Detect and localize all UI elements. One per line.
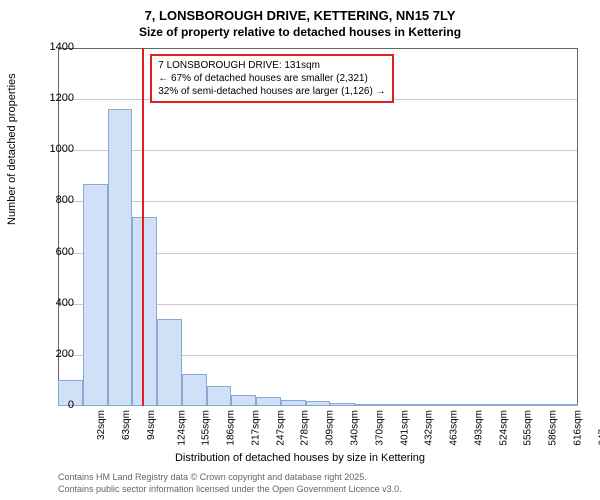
callout-line-1: 7 LONSBOROUGH DRIVE: 131sqm (158, 59, 385, 72)
callout-line-2: ← 67% of detached houses are smaller (2,… (158, 72, 385, 85)
footer-line-1: Contains HM Land Registry data © Crown c… (58, 472, 367, 482)
x-tick-label: 309sqm (325, 410, 336, 446)
x-tick-label: 124sqm (176, 410, 187, 446)
x-tick-label: 586sqm (548, 410, 559, 446)
histogram-bar (429, 404, 454, 406)
histogram-bar (553, 404, 578, 406)
histogram-bar (132, 217, 157, 406)
histogram-bar (157, 319, 182, 406)
x-tick-label: 340sqm (350, 410, 361, 446)
callout-line-3: 32% of semi-detached houses are larger (… (158, 85, 385, 98)
histogram-bar (504, 404, 529, 406)
x-tick-label: 616sqm (572, 410, 583, 446)
x-tick-label: 370sqm (374, 410, 385, 446)
histogram-bar (528, 404, 553, 406)
x-axis-label: Distribution of detached houses by size … (0, 452, 600, 464)
x-tick-label: 94sqm (146, 410, 157, 440)
x-tick-label: 493sqm (473, 410, 484, 446)
y-tick-label: 800 (34, 194, 74, 206)
y-tick-label: 600 (34, 246, 74, 258)
callout-box: 7 LONSBOROUGH DRIVE: 131sqm ← 67% of det… (150, 54, 393, 103)
x-tick-label: 401sqm (399, 410, 410, 446)
x-tick-label: 247sqm (275, 410, 286, 446)
histogram-bar (182, 374, 207, 406)
title-main: 7, LONSBOROUGH DRIVE, KETTERING, NN15 7L… (0, 0, 600, 23)
x-tick-label: 463sqm (449, 410, 460, 446)
y-axis-label: Number of detached properties (6, 73, 18, 225)
y-tick-label: 400 (34, 297, 74, 309)
x-tick-label: 63sqm (121, 410, 132, 440)
footer-line-2: Contains public sector information licen… (58, 484, 402, 494)
histogram-bar (256, 397, 281, 406)
x-tick-label: 432sqm (424, 410, 435, 446)
histogram-bar (479, 404, 504, 406)
title-sub: Size of property relative to detached ho… (0, 23, 600, 39)
y-tick-label: 1000 (34, 143, 74, 155)
histogram-bar (454, 404, 479, 406)
y-tick-label: 200 (34, 348, 74, 360)
marker-line (142, 48, 144, 406)
x-tick-label: 555sqm (523, 410, 534, 446)
x-tick-label: 524sqm (498, 410, 509, 446)
gridline (58, 150, 578, 151)
x-tick-label: 32sqm (96, 410, 107, 440)
histogram-bar (83, 184, 108, 406)
histogram-bar (355, 404, 380, 406)
histogram-bar (405, 404, 430, 406)
histogram-bar (108, 109, 133, 406)
histogram-bar (380, 404, 405, 406)
histogram-bar (306, 401, 331, 406)
x-tick-label: 186sqm (226, 410, 237, 446)
y-tick-label: 1400 (34, 41, 74, 53)
x-tick-label: 155sqm (201, 410, 212, 446)
histogram-bar (207, 386, 232, 406)
gridline (58, 201, 578, 202)
y-tick-label: 1200 (34, 92, 74, 104)
histogram-bar (281, 400, 306, 406)
x-tick-label: 217sqm (251, 410, 262, 446)
y-tick-label: 0 (34, 399, 74, 411)
histogram-bar (231, 395, 256, 407)
x-tick-label: 278sqm (300, 410, 311, 446)
histogram-bar (330, 403, 355, 406)
histogram-chart: 7 LONSBOROUGH DRIVE: 131sqm ← 67% of det… (58, 48, 578, 406)
